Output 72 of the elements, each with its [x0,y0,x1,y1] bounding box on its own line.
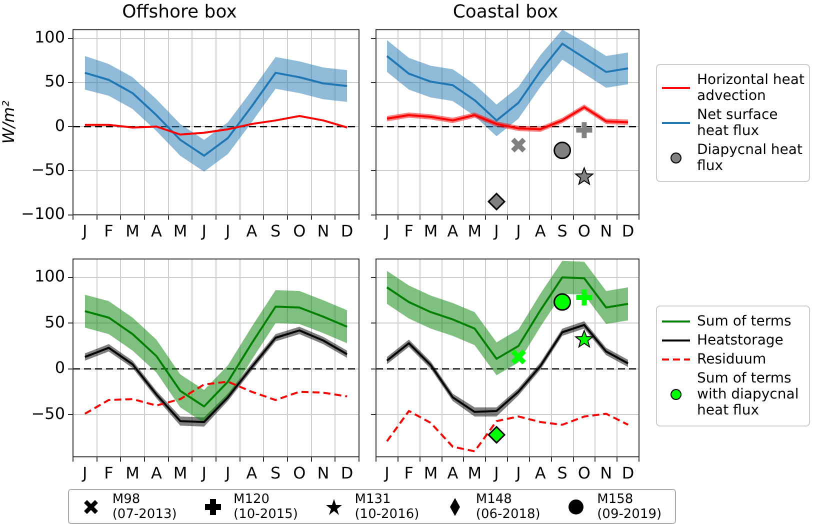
y-tick-label: −50 [31,404,65,423]
x-tick-label: J [82,222,88,241]
x-tick-label: A [150,222,162,241]
x-tick-label: A [246,222,258,241]
x-tick-label: D [622,222,634,241]
x-tick-label: F [104,222,114,241]
x-tick-label: S [557,222,568,241]
x-tick-label: J [82,464,88,483]
y-tick-label: 0 [54,358,65,378]
x-tick-label: A [534,464,546,483]
y-axis-title: W/m² [0,100,18,144]
y-tick-label: −100 [21,204,65,223]
x-tick-label: M [126,222,140,241]
x-tick-label: M [468,222,482,241]
legend-label: Horizontal heat advection [697,72,805,104]
x-tick-label: A [246,464,258,483]
x-tick-label: S [270,464,281,483]
x-tick-label: A [150,464,162,483]
text: M148 (06-2018) [476,492,540,522]
x-tick-label: M [468,464,482,483]
x-tick-label: J [515,464,521,483]
chart-title: Offshore box [122,1,238,22]
x-tick-label: J [224,222,230,241]
x-tick-label: N [317,222,330,241]
y-tick-label: 50 [44,312,65,332]
legend-label: Diapycnal heat flux [697,142,804,174]
x-tick-label: F [104,464,114,483]
x-tick-label: A [534,222,546,241]
y-tick-label: 0 [54,116,65,135]
legend-label: Heatstorage [697,332,784,348]
x-tick-label: S [270,222,281,241]
legend-label: Sum of terms with diapycnal heat flux [697,370,800,418]
y-tick-label: 50 [44,72,65,91]
x-tick-label: J [224,464,230,483]
legend-label: Net surface heat flux [697,106,779,138]
x-tick-label: J [200,464,206,483]
x-tick-label: S [557,464,568,483]
x-tick-label: M [126,464,140,483]
x-tick-label: O [578,222,591,241]
x-tick-label: O [293,464,306,483]
x-tick-label: A [447,222,458,241]
x-tick-label: A [447,464,458,483]
x-tick-label: F [404,222,414,241]
legend-label: Residuum [697,352,766,368]
x-tick-label: J [200,222,206,241]
x-tick-label: D [622,464,634,483]
x-tick-label: M [173,222,188,241]
x-tick-label: J [493,464,499,483]
x-tick-label: M [424,222,438,241]
legend-label: Sum of terms [697,314,792,330]
x-tick-label: N [600,464,612,483]
x-tick-label: N [317,464,330,483]
x-tick-label: D [340,222,354,241]
x-tick-label: J [515,222,521,241]
y-tick-label: 100 [34,28,65,47]
x-tick-label: O [578,464,591,483]
text: M131 (10-2016) [354,492,420,522]
y-tick-label: 100 [34,266,65,286]
x-tick-label: D [340,464,354,483]
text: M158 (09-2019) [597,492,662,522]
text: M98 (07-2013) [112,492,177,522]
y-tick-label: −50 [31,160,65,179]
text: M120 (10-2015) [234,492,298,522]
x-tick-label: F [404,464,414,483]
chart-title: Coastal box [452,1,559,22]
x-tick-label: J [384,222,390,241]
x-tick-label: M [424,464,438,483]
x-tick-label: J [384,464,390,483]
x-tick-label: M [173,464,188,483]
x-tick-label: O [293,222,306,241]
x-tick-label: N [600,222,612,241]
x-tick-label: J [493,222,499,241]
